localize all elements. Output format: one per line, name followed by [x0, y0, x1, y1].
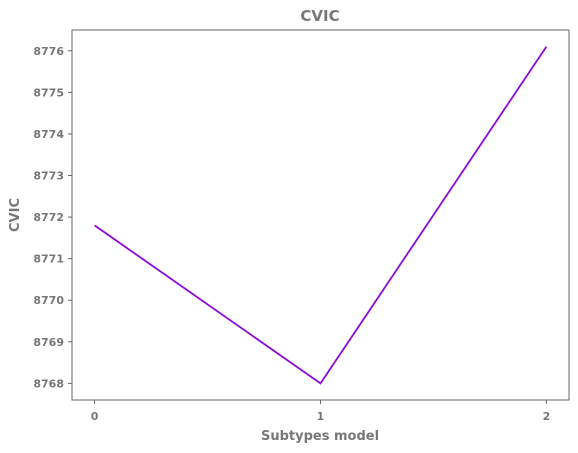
y-tick-label: 8771 [33, 253, 64, 266]
y-tick-label: 8769 [33, 336, 64, 349]
y-tick-label: 8776 [33, 45, 64, 58]
y-tick-label: 8773 [33, 170, 64, 183]
y-axis-label: CVIC [8, 198, 23, 232]
chart-title: CVIC [300, 7, 339, 25]
x-tick-label: 2 [543, 410, 551, 423]
plot-frame [71, 29, 570, 401]
x-axis-label: Subtypes model [261, 429, 379, 444]
y-axis: 8768 8769 8770 8771 8772 8773 8774 8775 8776 [33, 45, 72, 390]
y-tick-label: 8772 [33, 211, 64, 224]
series-line [94, 46, 548, 385]
x-axis: 0 1 2 [91, 400, 550, 423]
y-tick-label: 8774 [33, 128, 64, 141]
y-tick-label: 8770 [33, 294, 64, 307]
x-tick-label: 0 [91, 410, 99, 423]
y-tick-label: 8768 [33, 377, 64, 390]
x-tick-label: 1 [317, 410, 325, 423]
series-layer [94, 46, 548, 385]
y-tick-label: 8775 [33, 86, 64, 99]
